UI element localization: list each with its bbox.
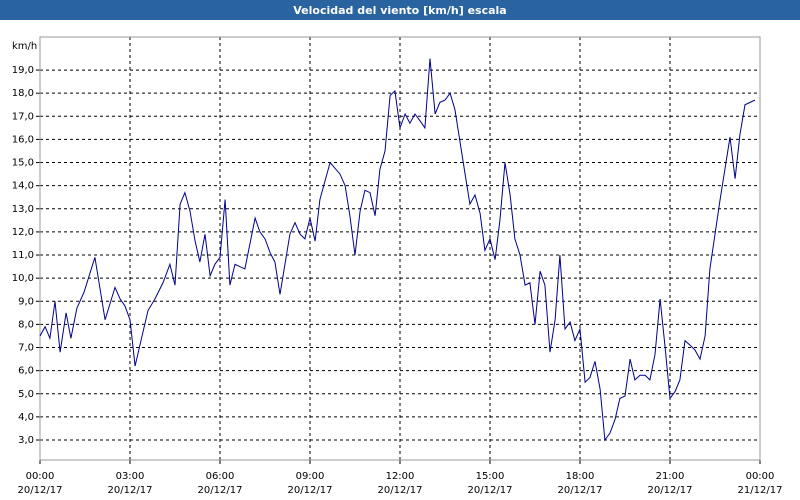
- y-tick-label: 15,0: [12, 158, 34, 169]
- data-line: [39, 58, 756, 442]
- y-tick-label: 13,0: [12, 204, 34, 215]
- x-tick-label: 00:00 21/12/17: [738, 471, 783, 496]
- y-tick-label: 12,0: [12, 227, 34, 238]
- y-tick-label: 18,0: [12, 88, 34, 99]
- y-tick-label: 9,0: [18, 296, 34, 307]
- y-tick-label: 7,0: [18, 343, 34, 354]
- y-tick-label: 10,0: [12, 273, 34, 284]
- x-tick-label: 21:00 20/12/17: [648, 471, 693, 496]
- x-tick-label: 09:00 20/12/17: [288, 471, 333, 496]
- y-tick-label: 5,0: [18, 389, 34, 400]
- y-tick-label: 19,0: [12, 65, 34, 76]
- title-bar: [0, 0, 800, 20]
- y-tick-label: 11,0: [12, 250, 34, 261]
- y-tick-label: 16,0: [12, 134, 34, 145]
- y-tick-label: 17,0: [12, 111, 34, 122]
- x-tick-label: 00:00 20/12/17: [18, 471, 63, 496]
- y-tick-label: 14,0: [12, 181, 34, 192]
- x-tick-label: 15:00 20/12/17: [468, 471, 513, 496]
- plot-frame: [39, 36, 761, 461]
- y-tick-label: 4,0: [18, 412, 34, 423]
- x-tick-label: 18:00 20/12/17: [558, 471, 603, 496]
- x-tick-label: 06:00 20/12/17: [198, 471, 243, 496]
- y-tick-label: 3,0: [18, 435, 34, 446]
- x-tick-label: 03:00 20/12/17: [108, 471, 153, 496]
- y-axis-label: km/h: [12, 41, 37, 52]
- y-tick-label: 8,0: [18, 319, 34, 330]
- chart-title: Velocidad del viento [km/h] escala: [293, 4, 506, 17]
- y-tick-label: 6,0: [18, 366, 34, 377]
- x-tick-label: 12:00 20/12/17: [378, 471, 423, 496]
